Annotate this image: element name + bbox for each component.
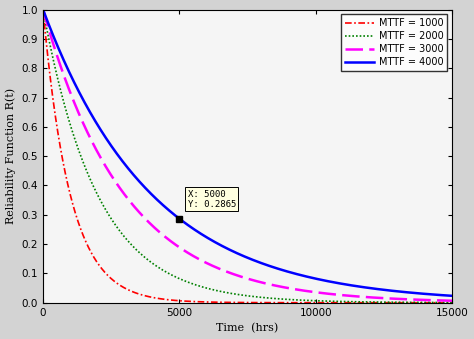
X-axis label: Time  (hrs): Time (hrs): [217, 323, 279, 334]
Y-axis label: Reliability Function R(t): Reliability Function R(t): [6, 88, 16, 224]
Text: X: 5000
Y: 0.2865: X: 5000 Y: 0.2865: [188, 190, 236, 209]
Legend: MTTF = 1000, MTTF = 2000, MTTF = 3000, MTTF = 4000: MTTF = 1000, MTTF = 2000, MTTF = 3000, M…: [341, 15, 447, 71]
